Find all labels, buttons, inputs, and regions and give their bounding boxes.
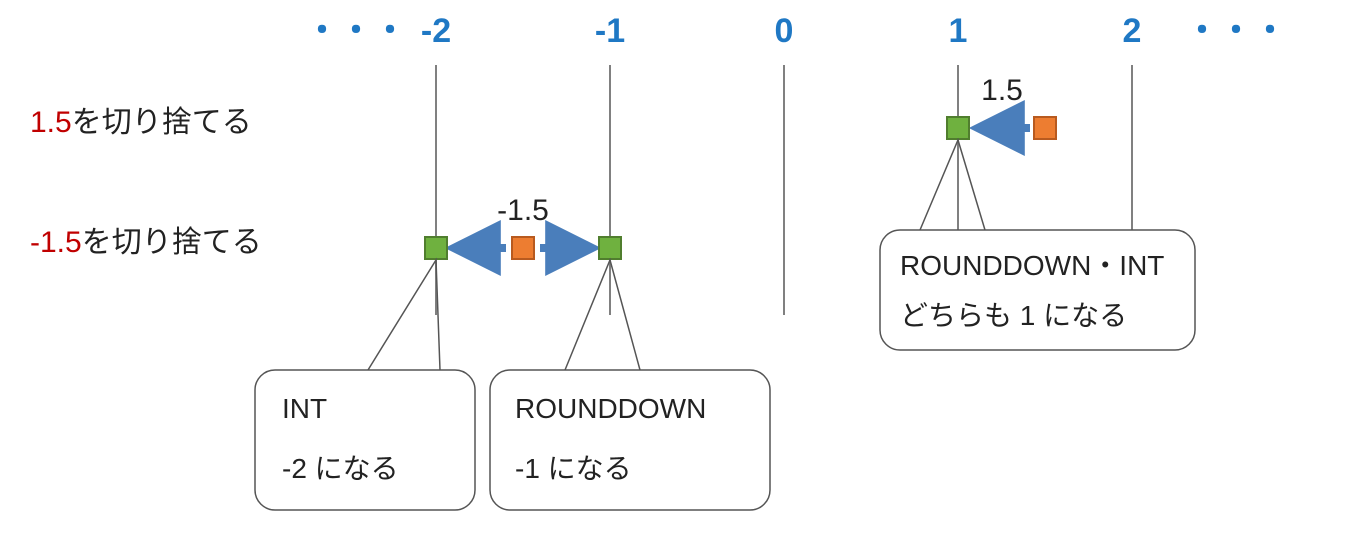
callout-title: ROUNDDOWN・INT: [900, 250, 1164, 281]
tick-label: 2: [1123, 12, 1142, 50]
marker-result-int-icon: [425, 237, 447, 259]
row-label-positive: 1.5を切り捨てる: [30, 106, 252, 139]
marker-source-icon: [512, 237, 534, 259]
callout-leader-icon: [565, 260, 640, 370]
callout-body: -1 になる: [515, 453, 632, 484]
marker-source-icon: [1034, 117, 1056, 139]
marker-result-icon: [947, 117, 969, 139]
tick-label: -2: [421, 12, 451, 50]
callout-box: [880, 230, 1195, 350]
tick-label: -1: [595, 12, 625, 50]
callout-body: どちらも 1 になる: [900, 300, 1127, 331]
tick-label: 0: [775, 12, 794, 50]
ellipsis-left: ・・・: [305, 12, 407, 50]
callout-title: INT: [282, 393, 327, 424]
callout-leader-icon: [920, 140, 985, 230]
row-label-negative: -1.5を切り捨てる: [30, 226, 262, 259]
callout-rounddown: ROUNDDOWN -1 になる: [490, 260, 770, 510]
callout-leader-icon: [368, 260, 440, 370]
callout-box: [255, 370, 475, 510]
callout-int: INT -2 になる: [255, 260, 475, 510]
marker-result-rounddown-icon: [599, 237, 621, 259]
value-label-neg: -1.5: [497, 194, 549, 227]
tick-label: 1: [949, 12, 968, 50]
callout-title: ROUNDDOWN: [515, 393, 706, 424]
negative-example: -1.5: [425, 194, 621, 259]
callout-box: [490, 370, 770, 510]
callout-body: -2 になる: [282, 453, 399, 484]
ellipsis-right: ・・・: [1185, 12, 1287, 50]
positive-example: 1.5: [947, 74, 1056, 139]
value-label-pos: 1.5: [981, 74, 1023, 107]
callout-positive: ROUNDDOWN・INT どちらも 1 になる: [880, 140, 1195, 350]
